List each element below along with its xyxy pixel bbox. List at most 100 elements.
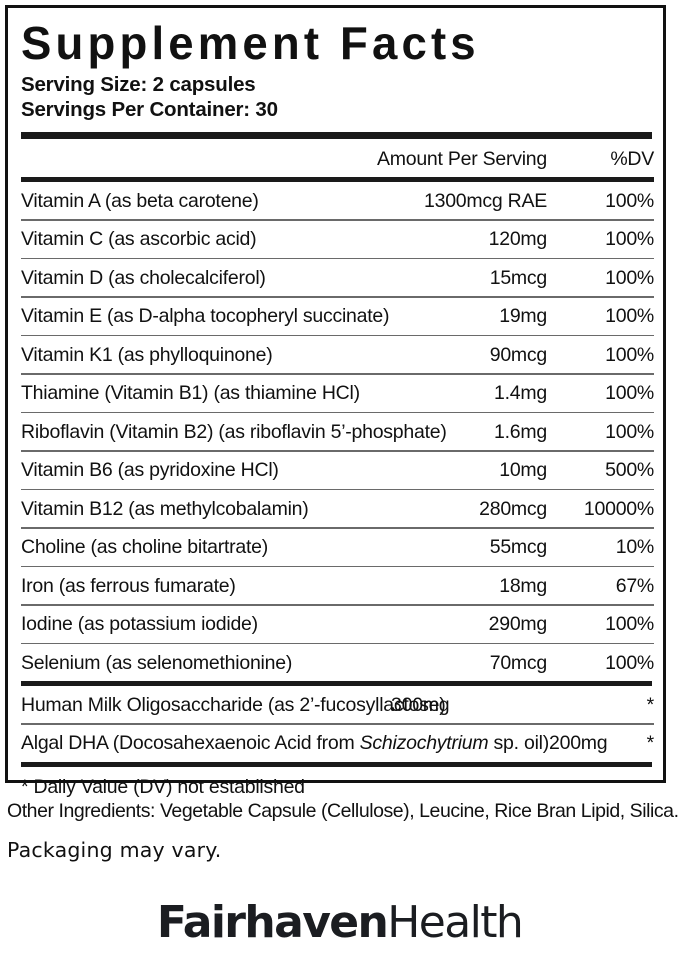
table-row: Vitamin A (as beta carotene) 1300mcg RAE 1…: [21, 182, 654, 219]
rule-med-after-blend: [21, 761, 652, 767]
nutrient-percent-dv: *: [646, 693, 655, 716]
nutrient-amount: 15mcg: [489, 266, 548, 289]
nutrient-name: Iron (as ferrous fumarate): [21, 574, 236, 597]
row-divider: [21, 723, 654, 725]
table-row: Vitamin D (as cholecalciferol) 15mcg 100%: [21, 259, 654, 296]
nutrient-percent-dv: 100%: [605, 382, 654, 404]
nutrient-percent-dv: 100%: [605, 189, 654, 212]
nutrient-name: Vitamin A (as beta carotene): [21, 189, 259, 212]
row-divider: [21, 488, 654, 490]
nutrient-percent-dv: 100%: [605, 420, 654, 443]
other-ingredients-text: Other Ingredients: Vegetable Capsule (Ce…: [7, 800, 679, 822]
brand-logo-light: Health: [387, 897, 523, 948]
nutrient-name: Vitamin B6 (as pyridoxine HCl): [21, 459, 279, 481]
nutrient-percent-dv: 100%: [605, 343, 654, 366]
row-divider-line: [21, 723, 654, 725]
row-divider-line: [21, 257, 654, 259]
table-row: Riboflavin (Vitamin B2) (as riboflavin 5…: [21, 413, 654, 450]
row-divider: [21, 334, 654, 336]
row-divider: [21, 257, 654, 259]
row-divider: [21, 604, 654, 606]
nutrient-name: Algal DHA (Docosahexaenoic Acid from Sch…: [21, 725, 608, 762]
nutrient-amount: 1300mcg RAE: [424, 189, 547, 212]
nutrient-name: Vitamin B12 (as methylcobalamin): [21, 497, 309, 520]
table-row: Selenium (as selenomethionine) 70mcg 100%: [21, 644, 654, 681]
row-divider: [21, 565, 654, 567]
row-divider-line: [21, 373, 654, 375]
table-row: Iron (as ferrous fumarate) 18mg 67%: [21, 567, 654, 604]
row-divider: [21, 527, 654, 529]
nutrient-amount: 1.4mg: [494, 382, 547, 404]
nutrient-percent-dv: 10%: [615, 536, 655, 558]
table-row: Vitamin C (as ascorbic acid) 120mg 100%: [21, 221, 654, 258]
row-divider-line: [21, 219, 654, 221]
table-header-row: Amount Per Serving %DV: [21, 139, 654, 177]
nutrient-name-part1: Algal DHA (Docosahexaenoic Acid from: [21, 732, 360, 754]
nutrient-percent-dv: 67%: [615, 574, 655, 597]
nutrient-name: Selenium (as selenomethionine): [21, 651, 293, 674]
table-row: Thiamine (Vitamin B1) (as thiamine HCl) 1…: [21, 375, 654, 412]
nutrient-amount: 10mg: [499, 459, 547, 481]
nutrient-name: Vitamin K1 (as phylloquinone): [21, 343, 273, 366]
packaging-note-text: Packaging may vary.: [7, 838, 222, 862]
nutrient-amount: 290mg: [488, 613, 548, 635]
row-divider-line: [21, 565, 654, 567]
rule-med-before-blend: [21, 681, 652, 686]
nutrient-name: Choline (as choline bitartrate): [21, 536, 268, 558]
row-divider: [21, 296, 654, 298]
nutrient-percent-dv: 100%: [605, 651, 654, 674]
row-divider: [21, 450, 654, 452]
supplement-facts-panel: Supplement Facts Serving Size: 2 capsule…: [5, 5, 666, 798]
row-divider-line: [21, 296, 654, 298]
servings-per-container: Servings Per Container: 30: [21, 98, 278, 121]
row-divider-line: [21, 604, 654, 606]
row-divider-line: [21, 450, 654, 452]
nutrient-name-species: Schizochytrium: [359, 732, 489, 754]
header-name: [21, 139, 373, 177]
nutrient-percent-dv: 100%: [605, 613, 654, 635]
brand-logo: FairhavenHealth: [0, 898, 679, 948]
table-row: Vitamin E (as D-alpha tocopheryl succina…: [21, 298, 654, 335]
nutrient-rows-table: Vitamin A (as beta carotene) 1300mcg RAE 1…: [21, 182, 654, 681]
nutrient-amount: 90mcg: [489, 343, 548, 366]
panel-title: Supplement Facts: [21, 17, 480, 69]
row-divider-line: [21, 527, 654, 529]
nutrient-name: Vitamin C (as ascorbic acid): [21, 228, 257, 250]
nutrient-percent-dv: 100%: [605, 266, 654, 289]
row-divider-line: [21, 642, 654, 644]
other-actives-table: Human Milk Oligosaccharide (as 2’-fucosy…: [21, 686, 654, 762]
row-divider: [21, 219, 654, 221]
table-row: Human Milk Oligosaccharide (as 2’-fucosy…: [21, 686, 654, 723]
row-divider-line: [21, 411, 654, 413]
row-divider-line: [21, 334, 654, 336]
nutrient-name: Vitamin D (as cholecalciferol): [21, 266, 266, 289]
brand-logo-bold: Fairhaven: [156, 897, 389, 948]
nutrition-table: Amount Per Serving %DV: [21, 139, 654, 182]
row-divider: [21, 411, 654, 413]
nutrient-percent-dv: *: [646, 732, 655, 754]
table-row: Iodine (as potassium iodide) 290mg 100%: [21, 606, 654, 643]
nutrient-amount: 1.6mg: [494, 420, 547, 443]
nutrient-name: Riboflavin (Vitamin B2) (as riboflavin 5…: [21, 420, 447, 443]
rule-med-row: [21, 177, 654, 182]
nutrient-percent-dv: 100%: [605, 228, 654, 250]
nutrient-amount: 55mcg: [489, 536, 548, 558]
nutrient-percent-dv: 10000%: [583, 497, 654, 520]
nutrient-name: Iodine (as potassium iodide): [21, 613, 258, 635]
nutrient-name: Thiamine (Vitamin B1) (as thiamine HCl): [21, 382, 360, 404]
row-divider: [21, 373, 654, 375]
table-row: Vitamin B6 (as pyridoxine HCl) 10mg 500%: [21, 452, 654, 489]
table-row: Choline (as choline bitartrate) 55mcg 10%: [21, 529, 654, 566]
header-amount-per-serving: Amount Per Serving: [376, 148, 547, 170]
nutrient-amount: 18mg: [499, 574, 547, 597]
table-row: Vitamin B12 (as methylcobalamin) 280mcg 10…: [21, 490, 654, 527]
serving-size: Serving Size: 2 capsules: [21, 73, 256, 96]
nutrient-amount: 70mcg: [489, 651, 548, 674]
rule-thick-top: [21, 132, 652, 139]
nutrient-name-part2: sp. oil): [488, 732, 550, 754]
nutrient-percent-dv: 100%: [605, 305, 654, 327]
nutrient-percent-dv: 500%: [605, 459, 654, 481]
daily-value-footnote: * Daily Value (DV) not established: [21, 775, 305, 798]
rule-med-under-header: [21, 177, 654, 182]
